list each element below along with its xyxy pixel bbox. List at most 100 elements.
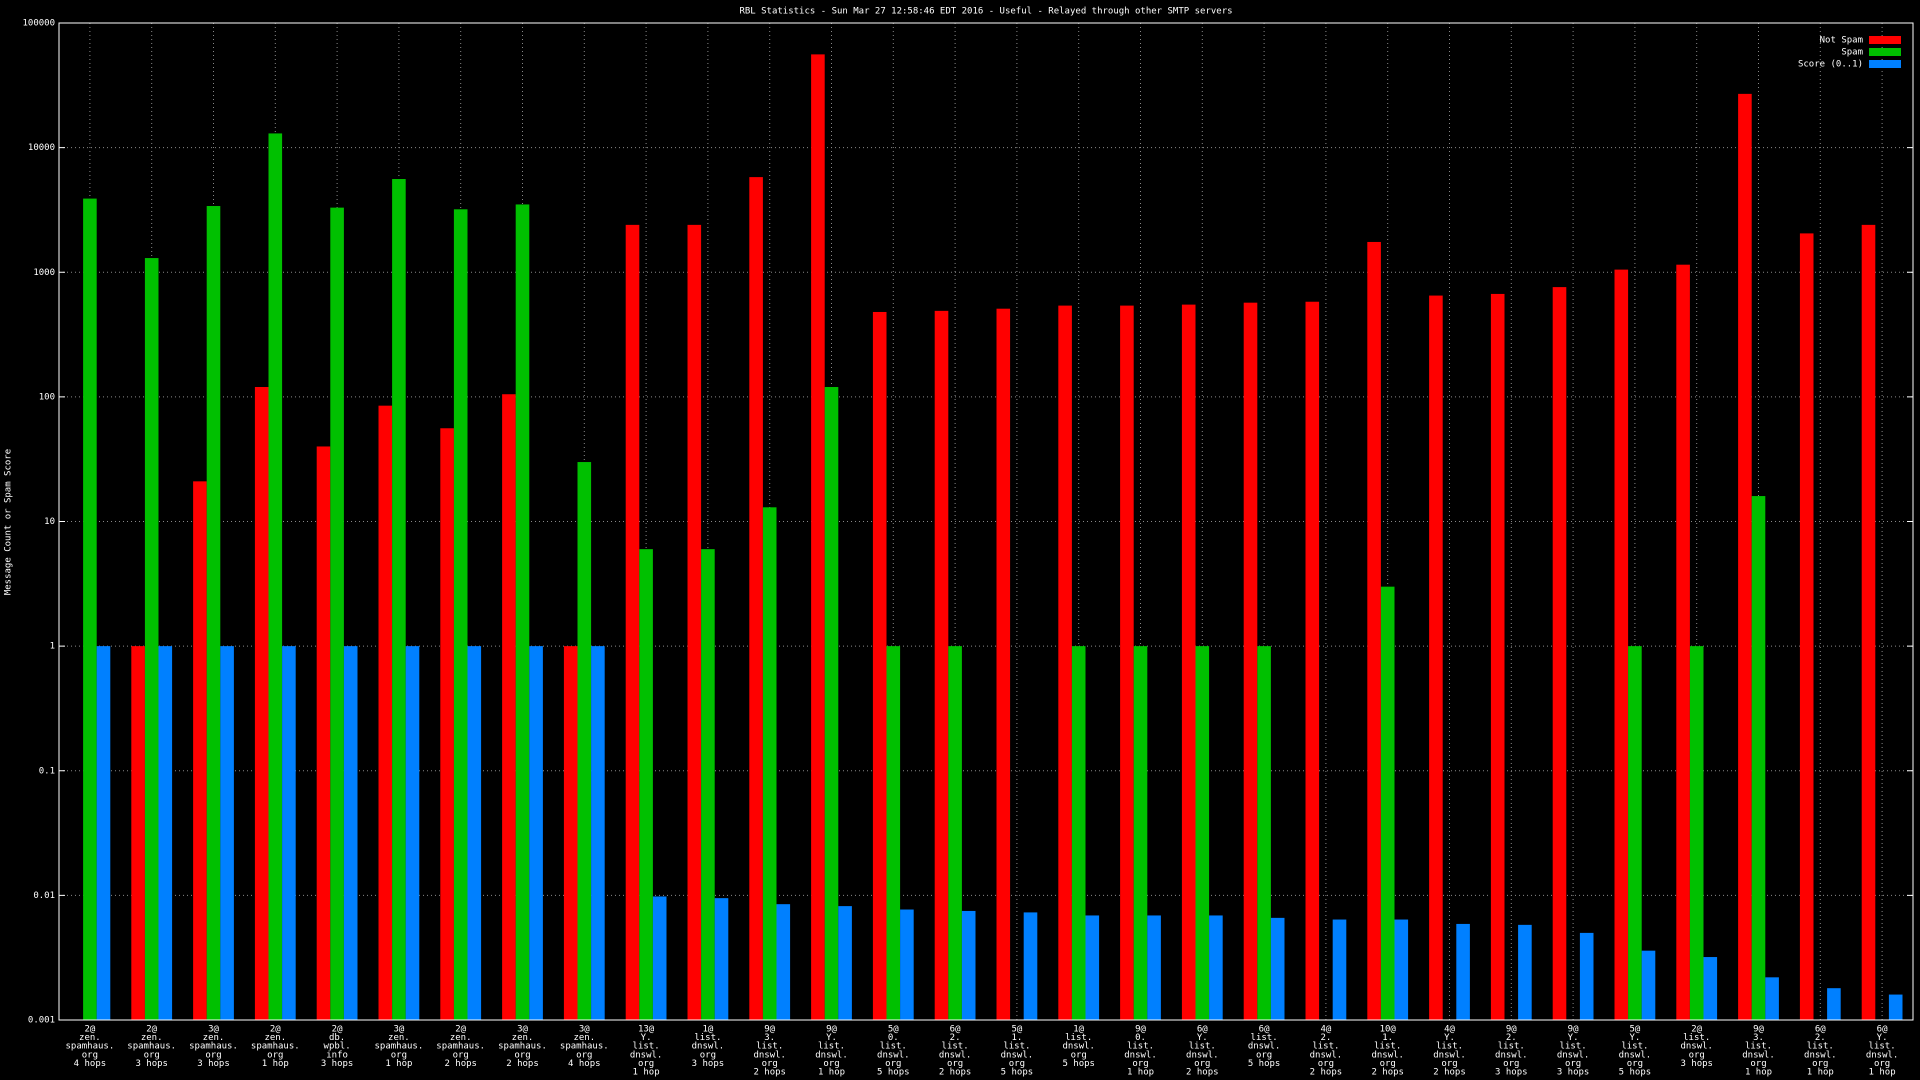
y-tick-label: 0.1 [39, 766, 55, 776]
bar [872, 311, 887, 1020]
x-tick-label: dnswl. [877, 1050, 910, 1060]
bar [961, 910, 976, 1020]
x-tick-label: 2 hops [1186, 1068, 1219, 1078]
bar [714, 898, 729, 1020]
x-tick-label: list. [1621, 1042, 1648, 1052]
x-tick-label: 0. [888, 1033, 899, 1043]
bar [811, 54, 825, 1020]
x-tick-label: 9@ [1506, 1025, 1517, 1035]
x-tick-label: 1 hop [633, 1068, 660, 1078]
bar [316, 446, 331, 1020]
x-tick-label: 5@ [888, 1025, 899, 1035]
bar [577, 462, 592, 1020]
x-tick-label: info [326, 1050, 348, 1060]
x-tick-label: spamhaus. [251, 1042, 300, 1052]
bar [378, 405, 393, 1021]
bar [1058, 305, 1072, 1020]
bar [1579, 932, 1594, 1020]
bar [1195, 646, 1210, 1020]
chart-title: RBL Statistics - Sun Mar 27 12:58:46 EDT… [739, 7, 1232, 17]
bar [824, 387, 839, 1020]
bar [1147, 915, 1161, 1020]
x-tick-label: list. [633, 1042, 660, 1052]
x-tick-label: org [1132, 1059, 1148, 1069]
x-tick-label: zen. [388, 1033, 410, 1043]
x-tick-label: 5 hops [1001, 1068, 1034, 1078]
bar [934, 310, 949, 1020]
x-tick-label: 2@ [84, 1025, 95, 1035]
x-tick-label: org [82, 1050, 98, 1060]
bar [1085, 915, 1100, 1020]
bar [652, 896, 667, 1020]
x-tick-label: dnswl. [1186, 1050, 1219, 1060]
bar [1614, 269, 1629, 1021]
x-tick-label: Y. [1629, 1033, 1640, 1043]
bar [1765, 977, 1779, 1020]
x-tick-label: org [1627, 1059, 1643, 1069]
x-tick-label: org [762, 1059, 778, 1069]
bar [206, 206, 221, 1021]
x-tick-label: 2 hops [939, 1068, 972, 1078]
plot-frame [58, 22, 1914, 1021]
bar [1023, 912, 1038, 1020]
legend-swatch [1869, 60, 1901, 68]
bar [687, 224, 702, 1020]
x-tick-label: 4 hops [74, 1059, 107, 1069]
x-tick-label: list. [1745, 1042, 1772, 1052]
x-tick-label: org [1812, 1059, 1828, 1069]
y-tick-label: 1 [50, 642, 55, 652]
x-tick-label: dnswl. [1680, 1042, 1713, 1052]
x-tick-label: spamhaus. [560, 1042, 609, 1052]
x-tick-label: 2 hops [1310, 1068, 1343, 1078]
bar [330, 207, 344, 1021]
x-tick-label: org [453, 1050, 469, 1060]
x-tick-label: 2. [1320, 1033, 1331, 1043]
x-tick-label: Y. [1197, 1033, 1208, 1043]
bar [1456, 923, 1470, 1020]
x-tick-label: 9@ [764, 1025, 775, 1035]
x-tick-label: 2 hops [444, 1059, 477, 1069]
x-tick-label: 3 hops [197, 1059, 230, 1069]
x-tick-label: dnswl. [1062, 1042, 1095, 1052]
y-tick-label: 100 [39, 392, 55, 402]
y-tick-label: 1000 [33, 268, 55, 278]
x-tick-label: org [885, 1059, 901, 1069]
x-tick-label: list. [1251, 1033, 1278, 1043]
x-tick-label: list. [756, 1042, 783, 1052]
x-tick-label: Y. [1877, 1033, 1888, 1043]
x-tick-label: dnswl. [1001, 1050, 1034, 1060]
bar [1641, 950, 1656, 1020]
bar [1367, 241, 1381, 1021]
bar [1243, 302, 1258, 1021]
x-tick-label: 1@ [702, 1025, 713, 1035]
x-tick-label: 3@ [393, 1025, 404, 1035]
x-tick-label: list. [1436, 1042, 1463, 1052]
bar [529, 646, 543, 1020]
x-tick-label: 1 hop [1807, 1068, 1834, 1078]
bar [886, 646, 901, 1020]
x-tick-label: spamhaus. [189, 1042, 238, 1052]
x-tick-label: 5@ [1629, 1025, 1640, 1035]
x-tick-label: dnswl. [1124, 1050, 1157, 1060]
x-tick-label: org [1318, 1059, 1334, 1069]
x-tick-label: zen. [141, 1033, 163, 1043]
bar [1133, 646, 1148, 1020]
x-tick-label: org [1565, 1059, 1581, 1069]
x-tick-label: org [1256, 1050, 1272, 1060]
bar [1429, 295, 1443, 1020]
x-tick-label: dnswl. [1619, 1050, 1652, 1060]
x-tick-label: 2. [1815, 1033, 1826, 1043]
x-tick-label: dnswl. [1557, 1050, 1590, 1060]
x-tick-label: org [1071, 1050, 1087, 1060]
x-tick-label: list. [694, 1033, 721, 1043]
bar [268, 133, 283, 1020]
bar [639, 549, 653, 1020]
x-tick-label: org [1874, 1059, 1890, 1069]
x-tick-label: 4@ [1444, 1025, 1455, 1035]
bar [625, 224, 640, 1020]
x-tick-label: 2 hops [506, 1059, 539, 1069]
legend-swatch [1869, 48, 1901, 56]
x-tick-label: 2 hops [753, 1068, 786, 1078]
x-tick-label: 1 hop [1127, 1068, 1154, 1078]
legend-label: Spam [1841, 48, 1863, 58]
